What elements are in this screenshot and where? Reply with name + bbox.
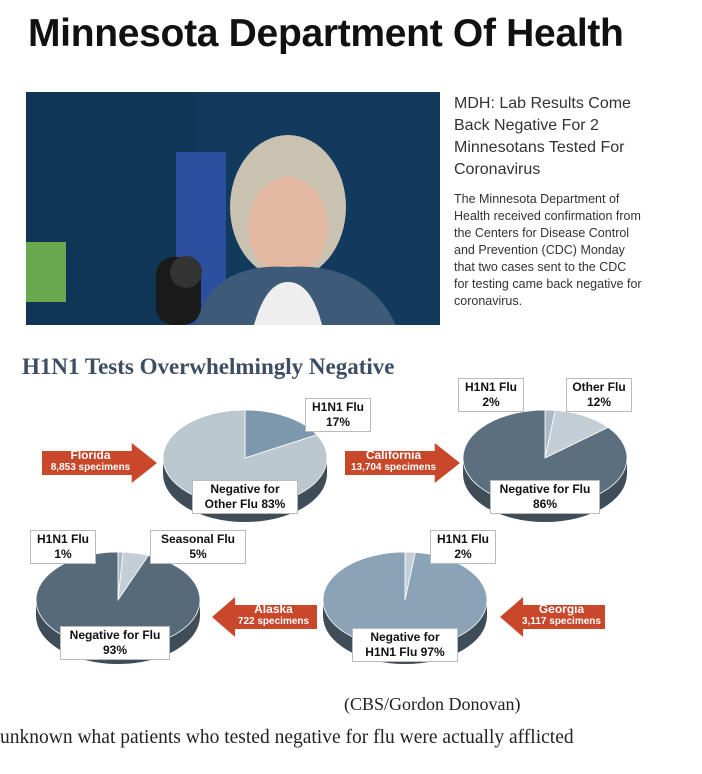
specimen-count: 3,117 specimens bbox=[522, 616, 601, 627]
slice-label: Seasonal Flu 5% bbox=[150, 530, 246, 564]
page-title: Minnesota Department Of Health bbox=[28, 12, 624, 55]
slice-value-label: 97% bbox=[420, 645, 445, 659]
slice-value-label: 2% bbox=[482, 395, 500, 409]
pie-side bbox=[323, 600, 487, 616]
slice-value-label: 12% bbox=[586, 395, 612, 409]
slice-label: H1N1 Flu 17% bbox=[305, 398, 371, 432]
specimen-count: 13,704 specimens bbox=[350, 462, 437, 473]
specimen-count: 8,853 specimens bbox=[50, 462, 131, 473]
state-arrow: California 13,704 specimens bbox=[345, 443, 460, 483]
pie-slice bbox=[544, 409, 556, 459]
pie-slice bbox=[117, 551, 124, 601]
slice-value-label: 83% bbox=[261, 497, 286, 511]
pie-slice bbox=[544, 409, 609, 459]
state-arrow: Georgia 3,117 specimens bbox=[500, 597, 605, 637]
slice-name: Negative for Other Flu bbox=[204, 482, 280, 511]
slice-label: H1N1 Flu 2% bbox=[430, 530, 496, 564]
article-headline: MDH: Lab Results Come Back Negative For … bbox=[454, 95, 631, 178]
state-arrow: Alaska 722 specimens bbox=[212, 597, 317, 637]
slice-name: Other Flu bbox=[572, 380, 626, 394]
slice-value-label: 1% bbox=[54, 547, 72, 561]
slice-name: Seasonal Flu bbox=[160, 532, 236, 546]
state-name: California bbox=[365, 448, 422, 462]
slice-name: Negative for Flu bbox=[499, 482, 591, 496]
slice-value-label: 86% bbox=[532, 497, 558, 511]
state-name: Georgia bbox=[538, 602, 585, 616]
footer-text: unknown what patients who tested negativ… bbox=[0, 727, 574, 748]
slice-value-label: 5% bbox=[189, 547, 207, 561]
pie-slice bbox=[404, 551, 416, 601]
slice-name: Negative for H1N1 Flu bbox=[365, 630, 440, 659]
state-name: Alaska bbox=[254, 602, 293, 616]
specimen-count: 722 specimens bbox=[237, 616, 310, 627]
slice-value-label: 17% bbox=[325, 415, 351, 429]
slice-value-label: 2% bbox=[454, 547, 472, 561]
slice-label: Negative for Other Flu 83% bbox=[192, 480, 298, 514]
slice-label: H1N1 Flu 2% bbox=[458, 378, 524, 412]
slice-name: Negative for Flu bbox=[69, 628, 161, 642]
slice-name: H1N1 Flu bbox=[311, 400, 364, 414]
slice-value-label: 93% bbox=[102, 643, 128, 657]
article-body: The Minnesota Department of Health recei… bbox=[454, 192, 642, 308]
pie-side bbox=[163, 458, 327, 474]
pie-side bbox=[36, 600, 200, 616]
photo bbox=[26, 92, 440, 325]
slice-label: Negative for Flu 86% bbox=[490, 480, 600, 514]
pie-slice bbox=[117, 551, 150, 601]
slice-label: Other Flu 12% bbox=[566, 378, 632, 412]
state-name: Florida bbox=[70, 448, 111, 462]
slice-name: H1N1 Flu bbox=[436, 532, 489, 546]
slice-name: H1N1 Flu bbox=[464, 380, 517, 394]
slice-label: Negative for Flu 93% bbox=[60, 626, 170, 660]
infographic-title: H1N1 Tests Overwhelmingly Negative bbox=[22, 354, 395, 379]
caption: (CBS/Gordon Donovan) bbox=[344, 694, 521, 714]
slice-name: H1N1 Flu bbox=[36, 532, 89, 546]
state-arrow: Florida 8,853 specimens bbox=[42, 443, 157, 483]
slice-label: H1N1 Flu 1% bbox=[30, 530, 96, 564]
slice-label: Negative for H1N1 Flu 97% bbox=[352, 628, 458, 662]
pie-side bbox=[463, 458, 627, 474]
